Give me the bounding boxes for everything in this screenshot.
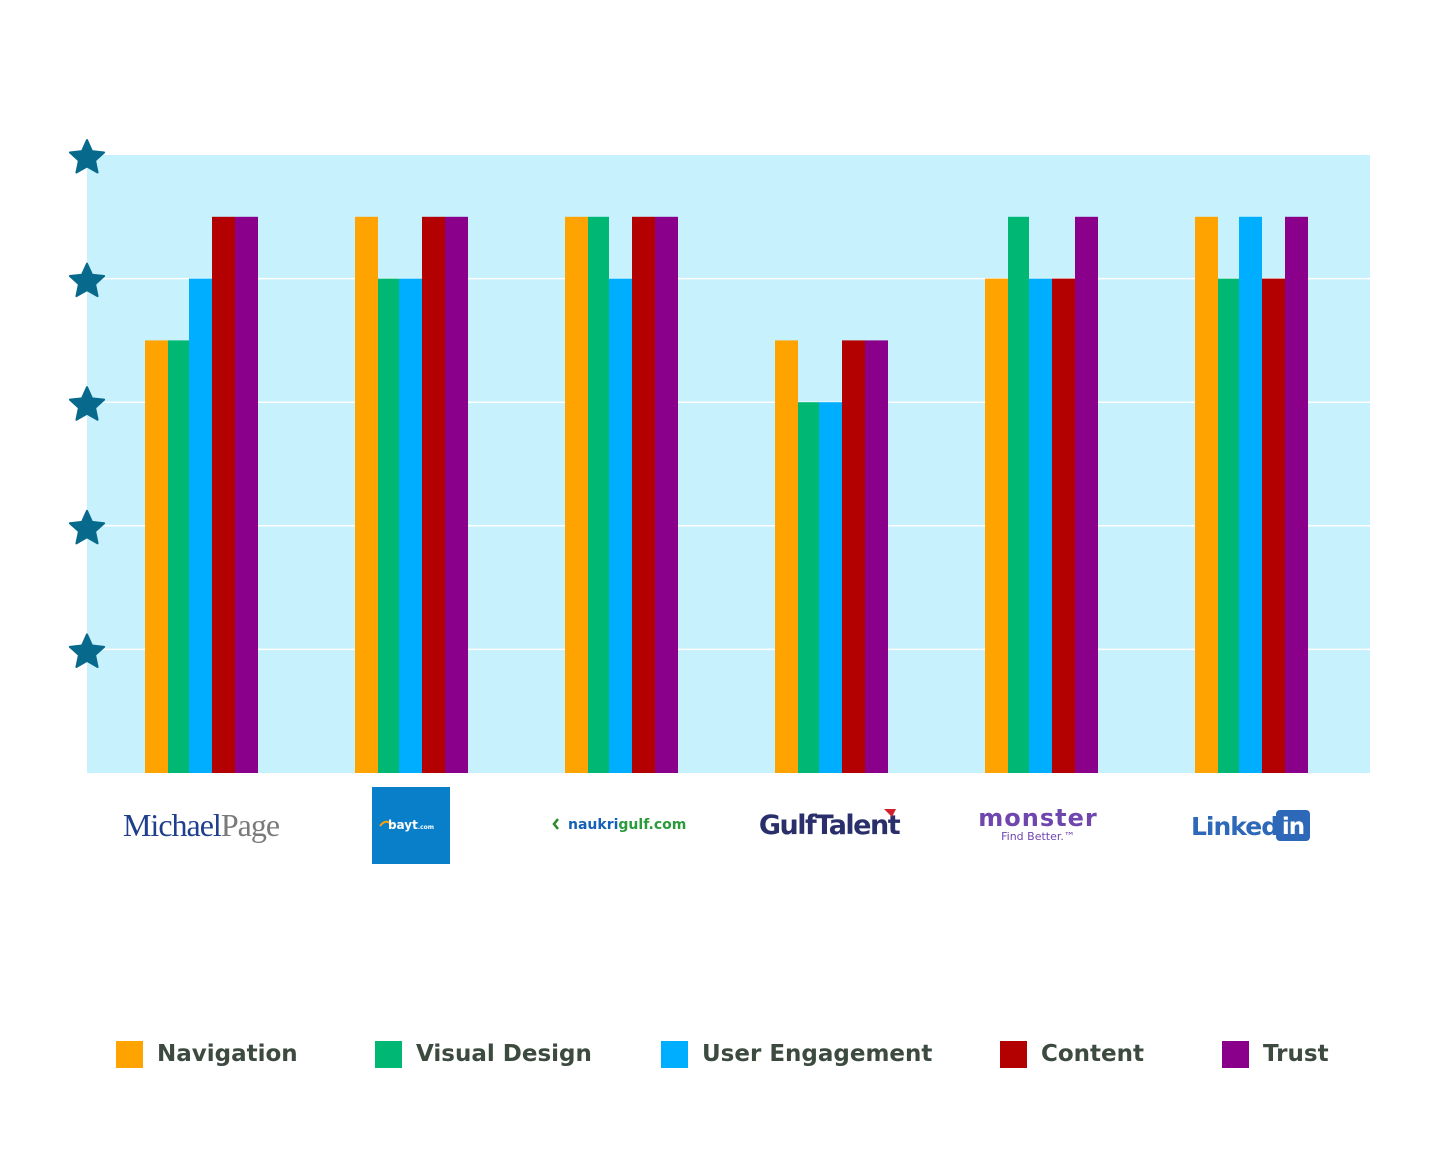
legend-label: Visual Design bbox=[416, 1041, 592, 1067]
bar-content-1 bbox=[422, 216, 445, 774]
bar-user-engagement-5 bbox=[1239, 216, 1262, 774]
legend-swatch bbox=[661, 1040, 688, 1068]
plot-background bbox=[87, 155, 1370, 773]
bar-content-4 bbox=[1052, 278, 1075, 773]
bar-user-engagement-2 bbox=[609, 278, 632, 773]
legend-swatch bbox=[1222, 1040, 1249, 1068]
legend-label: Trust bbox=[1263, 1041, 1329, 1067]
bar-group-5 bbox=[1195, 216, 1308, 774]
bar-trust-4 bbox=[1075, 216, 1098, 774]
bar-navigation-3 bbox=[775, 340, 798, 773]
bar-group-4 bbox=[985, 216, 1098, 774]
bar-navigation-2 bbox=[565, 216, 588, 774]
legend-swatch bbox=[1000, 1040, 1027, 1068]
legend-swatch bbox=[116, 1040, 143, 1068]
legend-swatch bbox=[375, 1040, 402, 1068]
legend-item-navigation: Navigation bbox=[116, 1036, 298, 1072]
bar-content-5 bbox=[1262, 278, 1285, 773]
legend-item-trust: Trust bbox=[1222, 1036, 1329, 1072]
legend-label: Content bbox=[1041, 1041, 1145, 1067]
bar-trust-1 bbox=[445, 216, 468, 774]
bar-navigation-1 bbox=[355, 216, 378, 774]
bar-trust-0 bbox=[235, 216, 258, 774]
legend-label: User Engagement bbox=[702, 1041, 933, 1067]
svg-text:in: in bbox=[1282, 814, 1304, 840]
bar-navigation-5 bbox=[1195, 216, 1218, 774]
bar-visual-design-2 bbox=[588, 216, 609, 774]
star-icon bbox=[68, 139, 106, 174]
legend-item-visual-design: Visual Design bbox=[375, 1036, 592, 1072]
bar-user-engagement-0 bbox=[189, 278, 212, 773]
legend-label: Navigation bbox=[157, 1041, 298, 1067]
bar-visual-design-3 bbox=[798, 402, 819, 773]
bars bbox=[145, 216, 1308, 774]
svg-text:bayt.com: bayt.com bbox=[388, 818, 434, 832]
bar-group-0 bbox=[145, 216, 258, 774]
bar-visual-design-0 bbox=[168, 340, 189, 773]
bar-trust-2 bbox=[655, 216, 678, 774]
bar-group-1 bbox=[355, 216, 468, 774]
bar-trust-5 bbox=[1285, 216, 1308, 774]
star-icon bbox=[68, 386, 106, 421]
bar-user-engagement-4 bbox=[1029, 278, 1052, 773]
bar-visual-design-4 bbox=[1008, 216, 1029, 774]
naukrigulf-logo: naukrigulf.com bbox=[552, 817, 686, 833]
michaelpage-logo: MichaelPage bbox=[123, 807, 281, 843]
y-axis-stars bbox=[68, 139, 106, 668]
star-icon bbox=[68, 262, 106, 298]
star-icon bbox=[68, 633, 106, 668]
bar-navigation-0 bbox=[145, 340, 168, 773]
bar-visual-design-1 bbox=[378, 278, 399, 773]
bar-user-engagement-1 bbox=[399, 278, 422, 773]
bar-content-2 bbox=[632, 216, 655, 774]
svg-text:MichaelPage: MichaelPage bbox=[123, 807, 280, 843]
svg-text:Linked: Linked bbox=[1191, 812, 1278, 841]
svg-text:Find Better.™: Find Better.™ bbox=[1001, 830, 1075, 843]
x-axis-logos: MichaelPage bayt.com naukrigulf.com GulfTal… bbox=[123, 787, 1310, 864]
bar-navigation-4 bbox=[985, 278, 1008, 773]
legend: Navigation Visual Design User Engagement Co… bbox=[0, 1036, 1440, 1076]
bar-content-0 bbox=[212, 216, 235, 774]
bar-group-3 bbox=[775, 340, 888, 773]
bar-content-3 bbox=[842, 340, 865, 773]
grid-lines bbox=[87, 277, 1370, 651]
legend-item-content: Content bbox=[1000, 1036, 1144, 1072]
linkedin-logo: Linked in bbox=[1191, 810, 1310, 841]
svg-text:naukrigulf.com: naukrigulf.com bbox=[568, 817, 686, 833]
bar-visual-design-5 bbox=[1218, 278, 1239, 773]
star-icon bbox=[68, 509, 106, 545]
svg-text:monster: monster bbox=[978, 804, 1097, 832]
bayt-logo: bayt.com bbox=[372, 787, 450, 864]
bar-trust-3 bbox=[865, 340, 888, 773]
gulftalent-logo: GulfTalent bbox=[759, 809, 902, 841]
legend-item-user-engagement: User Engagement bbox=[661, 1036, 932, 1072]
bar-user-engagement-3 bbox=[819, 402, 842, 773]
svg-text:GulfTalent: GulfTalent bbox=[759, 810, 901, 841]
bar-group-2 bbox=[565, 216, 678, 774]
